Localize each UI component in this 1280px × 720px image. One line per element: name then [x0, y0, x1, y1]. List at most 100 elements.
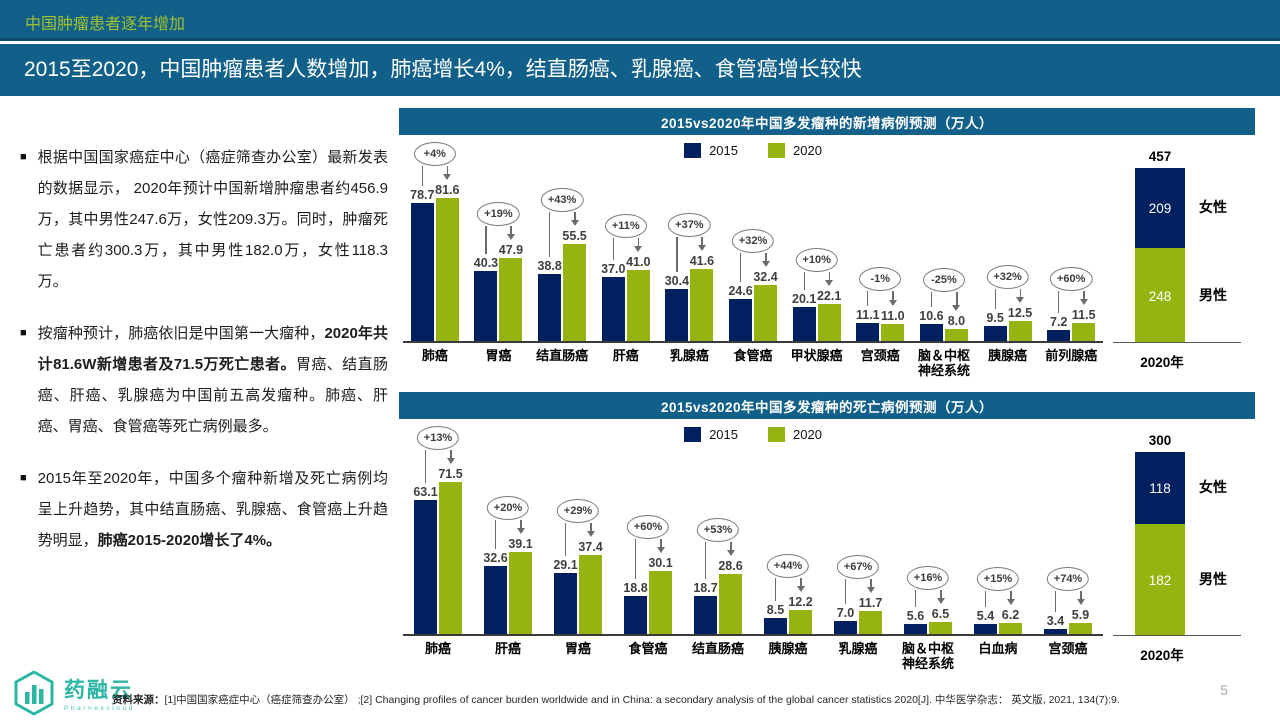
value-label-2020: 39.1: [508, 536, 533, 551]
growth-bubble: -25%: [922, 268, 965, 293]
bar-2020: [1072, 322, 1096, 343]
growth-bubble: +32%: [986, 264, 1029, 289]
bullet-text-segment: 根据中国国家癌症中心（癌症筛查办公室）最新发表的数据显示， 2020年预计中国新…: [37, 149, 388, 290]
category-label: 脑＆中枢 神经系统: [917, 348, 970, 378]
bubble-connector-line: [549, 212, 551, 258]
bubble-connector-line: [565, 523, 567, 557]
bullet-text-segment: 按瘤种预计，肺癌依旧是中国第一大瘤种，: [37, 325, 325, 342]
stacked-segment-男性: [1135, 524, 1185, 636]
stacked-segment-value: 118: [1149, 481, 1171, 497]
value-label-2020: 12.5: [1007, 305, 1033, 320]
growth-bubble: +11%: [604, 214, 647, 239]
value-label-2015: 78.7: [410, 188, 435, 203]
death-cases-chart-body: 2015 2020 63.1 71.5 +13% 肺癌 32.6 39.1 +20% 肝癌 29.1…: [399, 419, 1255, 671]
value-label-2020: 47.9: [498, 242, 524, 257]
legend-item-2015: 2015: [684, 427, 738, 442]
bubble-arrow-shaft: [765, 253, 767, 263]
logo-text: 药融云: [64, 679, 133, 702]
bar-2020: [999, 622, 1022, 636]
bar-group-脑＆中枢神经系统: 5.6 6.5 +16% 脑＆中枢 神经系统: [893, 419, 963, 671]
death-cases-chart-title: 2015vs2020年中国多发瘤种的死亡病例预测（万人）: [399, 392, 1255, 419]
bar-2015: [974, 624, 997, 636]
bar-groups: 78.7 81.6 +4% 肺癌 40.3 47.9 +19% 胃癌 38.8 55.5 +43% 结…: [403, 135, 1103, 378]
bubble-connector-line: [1058, 290, 1060, 314]
bubble-connector-line: [985, 590, 987, 608]
value-label-2015: 32.6: [483, 550, 508, 565]
bubble-arrow-icon: [656, 547, 665, 554]
bullet-marker: ■: [20, 472, 27, 484]
bar-2020: [499, 257, 523, 343]
page-title: 2015至2020，中国肿瘤患者人数增加，肺癌增长4%，结直肠癌、乳腺癌、食管癌…: [24, 58, 862, 81]
stacked-segment-value: 209: [1148, 201, 1172, 216]
bubble-arrow-shaft: [520, 519, 522, 529]
bubble-arrow-shaft: [955, 292, 958, 306]
bubble-arrow-icon: [586, 531, 595, 538]
value-label-2020: 11.0: [880, 308, 905, 323]
bubble-arrow-shaft: [828, 271, 831, 281]
bubble-arrow-icon: [697, 245, 706, 252]
value-label-2015: 7.0: [836, 605, 855, 620]
bubble-connector-line: [1055, 591, 1057, 612]
bar-2020: [881, 323, 905, 343]
category-label: 食管癌: [733, 348, 773, 363]
new-cases-chart-body: 2015 2020 78.7 81.6 +4% 肺癌 40.3 47.9 +19% 胃癌 38.8 5…: [399, 135, 1255, 378]
bubble-arrow-shaft: [701, 237, 703, 247]
value-label-2015: 37.0: [601, 262, 626, 277]
growth-bubble: +37%: [668, 213, 711, 238]
bar-groups: 63.1 71.5 +13% 肺癌 32.6 39.1 +20% 肝癌 29.1 37.4 +29%…: [403, 419, 1103, 671]
category-label: 肺癌: [421, 348, 448, 363]
bullet-item-1: ■ 根据中国国家癌症中心（癌症筛查办公室）最新发表的数据显示， 2020年预计中国…: [20, 142, 388, 297]
bar-group-乳腺癌: 7.0 11.7 +67% 乳腺癌: [823, 419, 893, 669]
bar-2020: [929, 622, 952, 636]
bar-2015: [624, 595, 647, 636]
slide-kicker: 中国肿瘤患者逐年增加: [25, 16, 186, 33]
chart-legend: 2015 2020: [403, 143, 1103, 158]
bar-2020: [649, 571, 672, 636]
header-strip: 中国肿瘤患者逐年增加: [0, 0, 1280, 41]
stacked-axis-line: [1113, 634, 1241, 636]
bar-2020: [1069, 623, 1092, 636]
bar-2020: [579, 555, 602, 636]
value-label-2020: 55.5: [562, 229, 587, 244]
bar-group-结直肠癌: 18.7 28.6 +53% 结直肠癌: [683, 419, 753, 669]
legend-swatch-2020: [768, 427, 785, 442]
bullet-text-bold: 肺癌2015-2020增长了4%。: [97, 532, 282, 549]
bar-2020: [1008, 320, 1032, 343]
bar-group-胰腺癌: 9.5 12.5 +32% 胰腺癌: [976, 135, 1040, 376]
category-label: 白血病: [978, 641, 1018, 656]
bubble-arrow-shaft: [590, 523, 592, 533]
bubble-arrow-icon: [506, 233, 515, 240]
bar-group-结直肠癌: 38.8 55.5 +43% 结直肠癌: [530, 135, 594, 376]
stacked-segment-value: 248: [1148, 288, 1172, 304]
value-label-2015: 18.8: [623, 580, 648, 595]
gender-stacked-bar: 248 男性 209 女性 457 2020年: [1109, 135, 1245, 376]
category-label: 宫颈癌: [1048, 641, 1088, 656]
chart-legend: 2015 2020: [403, 427, 1103, 442]
bar-2020: [563, 244, 587, 343]
bullet-text: 2015年至2020年，中国多个瘤种新增及死亡病例均呈上升趋势，其中结直肠癌、乳…: [38, 463, 388, 556]
bar-group-肺癌: 63.1 71.5 +13% 肺癌: [403, 419, 473, 669]
growth-bubble: +19%: [477, 201, 520, 226]
category-label: 乳腺癌: [669, 348, 709, 363]
stacked-segment-value: 182: [1148, 573, 1172, 589]
category-label: 乳腺癌: [838, 641, 878, 656]
value-label-2015: 29.1: [553, 558, 578, 573]
bubble-connector-line: [425, 450, 427, 484]
death-cases-chart: 2015vs2020年中国多发瘤种的死亡病例预测（万人） 2015 2020 63.…: [399, 392, 1255, 671]
category-label: 前列腺癌: [1045, 348, 1098, 363]
bar-group-乳腺癌: 30.4 41.6 +37% 乳腺癌: [658, 135, 722, 376]
bullet-text-bold: 2020年共计81.6W新增患者及71.5万死亡患者。: [37, 325, 388, 373]
bubble-arrow-icon: [796, 585, 805, 592]
bubble-connector-line: [775, 577, 777, 601]
value-label-2015: 9.5: [986, 311, 1004, 326]
legend-item-2020: 2020: [768, 427, 822, 442]
bubble-arrow-icon: [1076, 599, 1085, 606]
bar-2015: [729, 299, 753, 343]
bar-group-宫颈癌: 3.4 5.9 +74% 宫颈癌: [1033, 419, 1103, 669]
bar-2020: [754, 285, 778, 343]
legend-label: 2020: [793, 427, 822, 442]
bar-2020: [944, 328, 968, 343]
growth-bubble: +43%: [540, 188, 584, 213]
legend-item-2020: 2020: [768, 143, 822, 158]
growth-bubble: -1%: [859, 267, 902, 292]
